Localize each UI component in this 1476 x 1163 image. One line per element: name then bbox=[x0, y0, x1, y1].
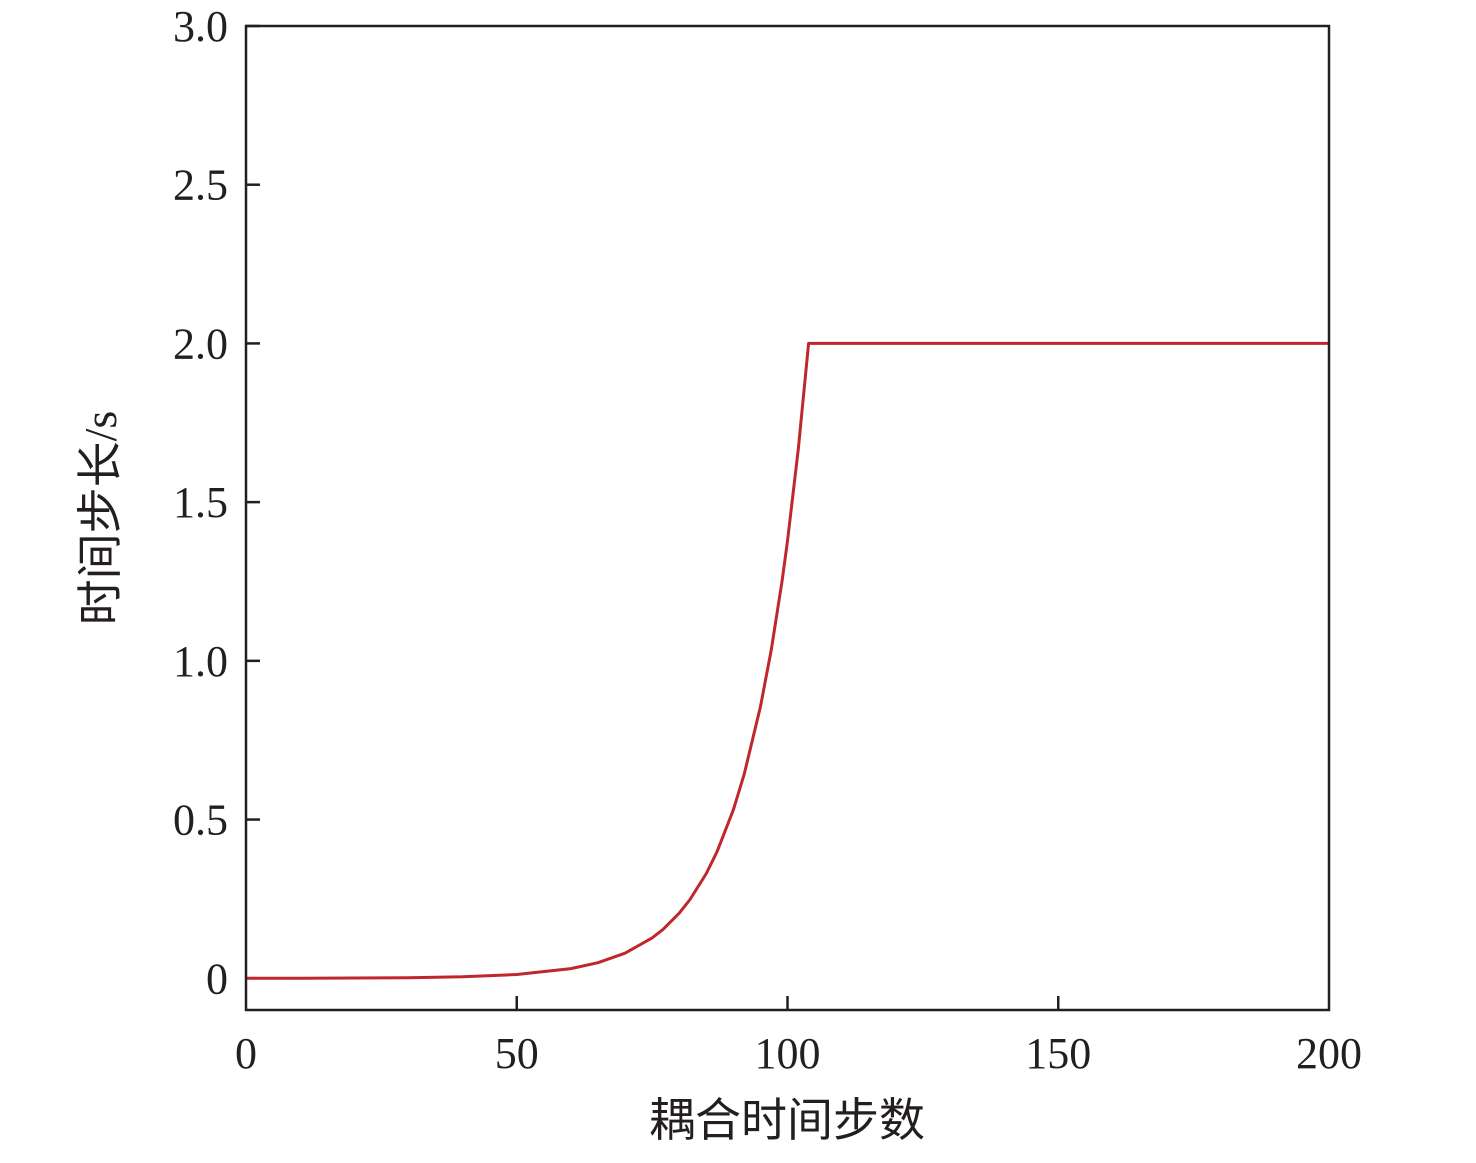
x-tick-label: 200 bbox=[1296, 1029, 1362, 1078]
y-tick-label: 0 bbox=[206, 954, 228, 1003]
series-line bbox=[246, 341, 1329, 980]
y-tick-label: 2.5 bbox=[173, 161, 228, 210]
y-tick-label: 2.0 bbox=[173, 319, 228, 368]
x-tick-label: 100 bbox=[755, 1029, 821, 1078]
y-tick-label: 3.0 bbox=[173, 2, 228, 51]
x-tick-label: 0 bbox=[235, 1029, 257, 1078]
y-tick-label: 1.0 bbox=[173, 637, 228, 686]
x-axis-title: 耦合时间步数 bbox=[649, 1095, 925, 1146]
y-axis-title: 时间步长/s bbox=[75, 411, 126, 626]
y-tick-label: 0.5 bbox=[173, 796, 228, 845]
x-tick-label: 50 bbox=[495, 1029, 539, 1078]
plot-frame bbox=[244, 24, 1331, 1012]
x-tick-label: 150 bbox=[1025, 1029, 1091, 1078]
y-tick-label: 1.5 bbox=[173, 478, 228, 527]
